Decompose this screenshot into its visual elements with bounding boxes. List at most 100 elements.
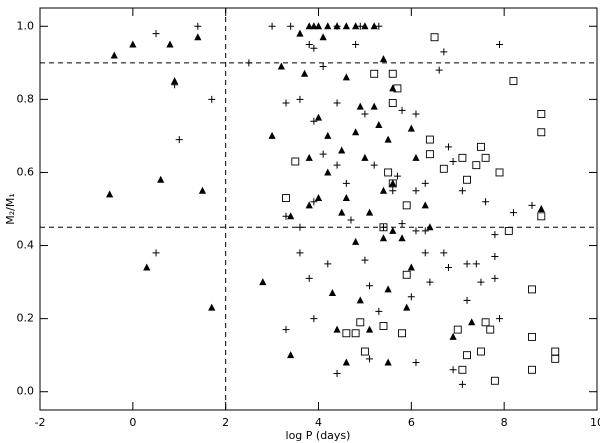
plus-point (366, 355, 374, 363)
triangle-point (300, 69, 309, 77)
triangle-point (198, 186, 207, 194)
plus-point (282, 99, 290, 107)
triangle-point (305, 201, 313, 209)
square-point (481, 318, 490, 327)
triangle-point (389, 179, 397, 187)
triangle-point (537, 205, 545, 212)
square-point (351, 329, 360, 338)
triangle-point (361, 22, 369, 30)
plus-point (421, 249, 429, 257)
plot-frame (39, 7, 598, 411)
square-point (481, 153, 490, 162)
square-point (477, 347, 485, 356)
plus-point (366, 282, 374, 290)
triangle-point (194, 33, 202, 41)
plus-point (444, 263, 452, 271)
plus-point (245, 59, 253, 67)
triangle-point (342, 358, 350, 366)
triangle-point (314, 22, 323, 30)
square-point (495, 168, 504, 177)
square-point (425, 150, 434, 159)
triangle-point (324, 168, 332, 176)
triangle-point (379, 186, 388, 194)
plus-point (310, 315, 318, 323)
triangle-point (268, 131, 276, 139)
square-point (393, 84, 402, 93)
triangle-point (338, 208, 346, 216)
plus-point (458, 380, 466, 388)
square-point (537, 128, 546, 137)
square-point (472, 161, 481, 170)
triangle-point (324, 22, 332, 30)
triangle-point (403, 303, 411, 311)
plus-point (463, 296, 471, 304)
plus-point (296, 95, 304, 103)
square-point (342, 329, 351, 338)
triangle-point (421, 201, 429, 209)
square-point (402, 201, 411, 210)
square-point (463, 351, 471, 360)
triangle-point (129, 40, 137, 48)
plus-point (496, 315, 504, 323)
triangle-point (333, 325, 341, 333)
square-point (360, 347, 369, 356)
plus-point (482, 198, 490, 206)
square-point (528, 365, 536, 374)
plus-point (449, 366, 457, 374)
triangle-point (412, 153, 420, 161)
triangle-point (352, 237, 360, 245)
plus-point (356, 22, 364, 30)
plus-point (333, 22, 341, 30)
triangle-point (305, 153, 313, 161)
triangle-point (352, 128, 360, 136)
plus-point (412, 227, 420, 235)
square-point (551, 354, 560, 363)
triangle-point (384, 285, 392, 293)
plus-point (449, 157, 457, 165)
plus-point (491, 231, 499, 239)
triangle-point (143, 263, 151, 271)
plus-point (319, 62, 327, 70)
triangle-point (110, 51, 118, 59)
plus-point (171, 81, 179, 89)
plus-point (426, 278, 434, 286)
plus-point (352, 41, 360, 49)
plus-point (347, 216, 355, 224)
square-point (388, 99, 397, 107)
square-point (551, 347, 560, 356)
x-tick-label: -2 (35, 416, 46, 429)
triangle-point (342, 194, 350, 202)
plus-point (491, 253, 499, 261)
triangle-point (468, 318, 476, 326)
x-axis-title: log P (days) (286, 429, 351, 442)
triangle-point (389, 84, 397, 92)
triangle-point (157, 175, 165, 183)
triangle-point (379, 234, 388, 242)
triangle-point (356, 296, 364, 304)
triangle-point (319, 33, 327, 41)
plus-point (393, 172, 401, 180)
x-tick-label: 6 (408, 416, 415, 429)
plus-point (440, 48, 448, 56)
square-point (402, 270, 411, 279)
triangle-point (277, 62, 285, 70)
triangle-point (389, 226, 397, 234)
square-point (509, 77, 518, 86)
plus-point (152, 249, 160, 257)
plus-point (296, 223, 304, 231)
square-point (379, 321, 388, 330)
square-point (528, 285, 536, 294)
square-point (458, 365, 467, 374)
plus-point (407, 293, 415, 301)
square-point (486, 325, 495, 334)
plus-point (472, 260, 480, 268)
triangle-point (305, 22, 313, 30)
triangle-point (356, 102, 364, 110)
square-point (291, 157, 300, 166)
triangle-point (287, 351, 295, 359)
square-point (398, 329, 406, 338)
triangle-point (384, 135, 392, 143)
plus-point (152, 30, 160, 38)
plus-point (398, 106, 406, 114)
